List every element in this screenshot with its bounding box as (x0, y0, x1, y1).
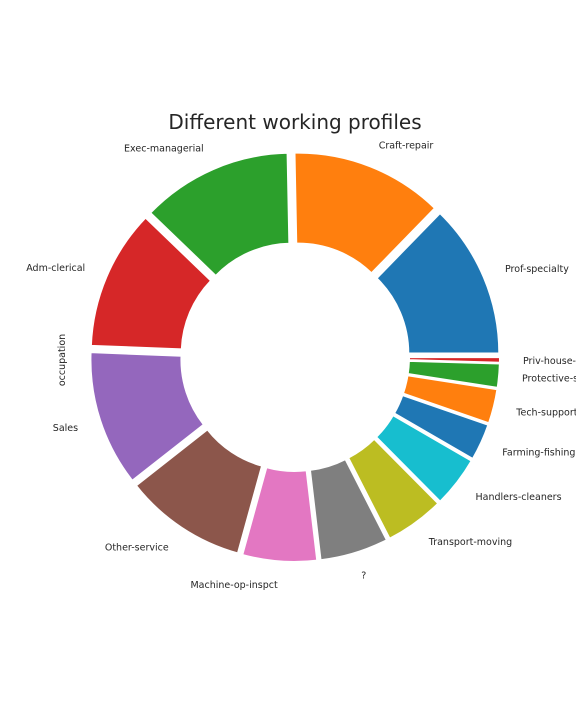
slice-label-machine-op-inspct: Machine-op-inspct (190, 580, 278, 591)
slice-exec-managerial (149, 151, 291, 277)
slice-other-service (134, 428, 264, 555)
slice-craft-repair (293, 151, 436, 275)
slice-label-priv-house-serv: Priv-house-serv (523, 356, 576, 367)
chart-title: Different working profiles (168, 110, 421, 134)
slice-handlers-cleaners (375, 414, 473, 503)
slice-farming-fishing (393, 394, 490, 460)
slice-machine-op-inspct (241, 466, 319, 563)
slice-adm-clerical (89, 216, 213, 351)
slice-label-exec-managerial: Exec-managerial (124, 144, 204, 155)
slice-label-tech-support: Tech-support (515, 408, 576, 419)
slices-group (89, 151, 501, 563)
slice-unknown (308, 458, 388, 562)
slice-sales (89, 351, 205, 482)
slice-label-craft-repair: Craft-repair (379, 140, 434, 151)
slice-label-protective-serv: Protective-serv (522, 373, 576, 384)
slice-tech-support (401, 374, 499, 425)
slice-label-adm-clerical: Adm-clerical (26, 263, 85, 274)
slice-label-other-service: Other-service (105, 542, 169, 553)
slice-priv-house-serv (407, 356, 501, 364)
slice-label-farming-fishing: Farming-fishing (502, 447, 575, 458)
slice-label-handlers-cleaners: Handlers-cleaners (476, 492, 562, 503)
slice-label-transport-moving: Transport-moving (428, 537, 512, 548)
slice-label-unknown: ? (361, 571, 366, 582)
slice-label-prof-specialty: Prof-specialty (505, 264, 569, 275)
y-axis-label: occupation (57, 334, 68, 386)
labels-group: Prof-specialty Craft-repair Exec-manageria… (26, 140, 576, 590)
slice-transport-moving (347, 437, 440, 540)
slice-label-sales: Sales (53, 423, 78, 434)
slice-prof-specialty (375, 212, 501, 355)
